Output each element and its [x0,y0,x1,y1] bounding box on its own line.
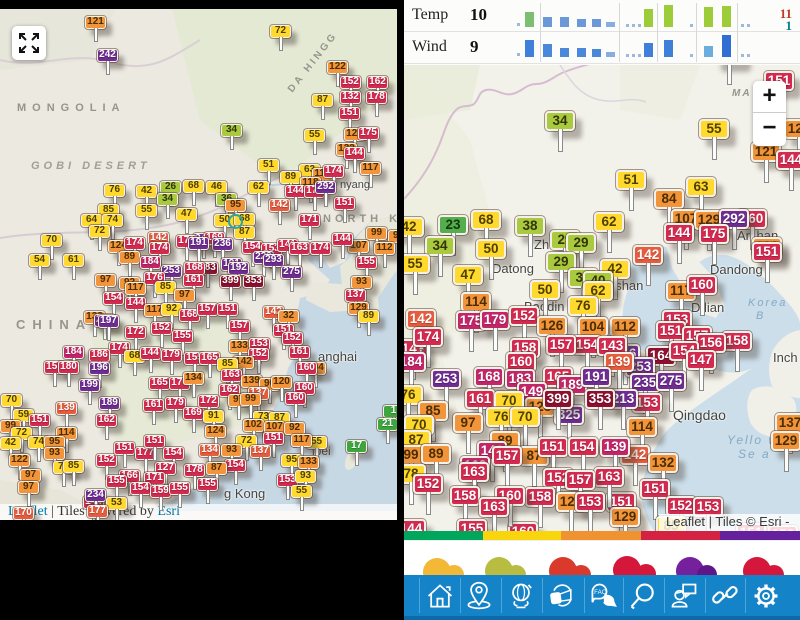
svg-text:FAQ: FAQ [594,589,607,596]
